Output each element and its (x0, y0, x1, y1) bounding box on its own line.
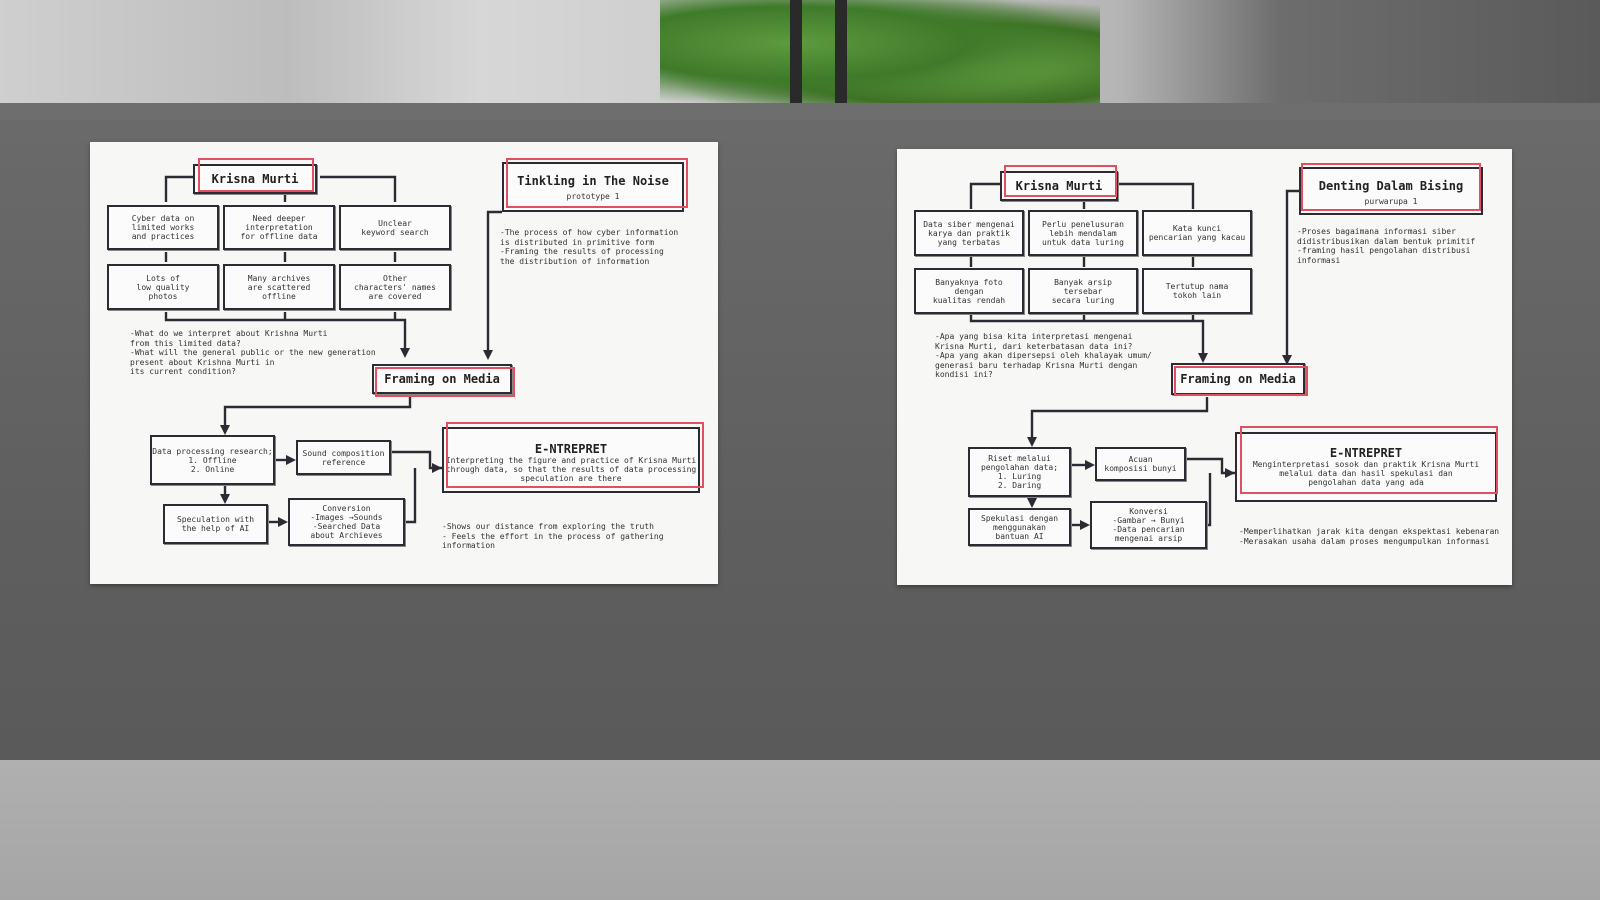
project-subtitle: purwarupa 1 (1364, 197, 1418, 206)
process-text: Speculation with the help of AI (176, 515, 255, 533)
result-title: E-NTREPRET (534, 442, 608, 456)
process-node: Data processing research; 1. Offline 2. … (150, 435, 275, 485)
problem-text: Unclear keyword search (361, 218, 429, 237)
process-node: Riset melalui pengolahan data; 1. Luring… (968, 447, 1071, 497)
problem-node: Banyaknya foto dengan kualitas rendah (914, 268, 1024, 314)
framing-label: Framing on Media (384, 371, 500, 386)
railing-post (790, 0, 802, 110)
problem-node: Cyber data on limited works and practice… (107, 205, 219, 250)
floor (0, 760, 1600, 900)
problem-text: Tertutup nama tokoh lain (1165, 282, 1229, 300)
problem-text: Data siber mengenai karya dan praktik ya… (923, 219, 1015, 247)
project-title-box: Tinkling in The Noise prototype 1 (502, 162, 684, 212)
process-text: Conversion -Images →Sounds -Searched Dat… (310, 504, 383, 540)
framing-node: Framing on Media (1171, 363, 1305, 395)
railing-post (835, 0, 847, 110)
right-poster: Krisna Murti Data siber mengenai karya d… (897, 149, 1512, 585)
process-text: Acuan komposisi bunyi (1104, 455, 1177, 473)
problem-text: Cyber data on limited works and practice… (131, 214, 195, 241)
questions-note: -What do we interpret about Krishna Murt… (130, 329, 376, 376)
root-label: Krisna Murti (211, 171, 299, 186)
problem-text: Lots of low quality photos (136, 273, 190, 301)
result-title: E-NTREPRET (1329, 446, 1403, 460)
process-node: Speculation with the help of AI (163, 504, 268, 544)
project-description: -Proses bagaimana informasi siber didist… (1297, 227, 1476, 265)
wall-cap (0, 103, 1600, 123)
root-node: Krisna Murti (1000, 171, 1118, 201)
problem-node: Lots of low quality photos (107, 264, 219, 310)
result-box: E-NTREPRET Interpreting the figure and p… (442, 427, 700, 493)
root-node: Krisna Murti (193, 164, 317, 194)
problem-text: Kata kunci pencarian yang kacau (1148, 224, 1246, 242)
framing-label: Framing on Media (1180, 371, 1296, 386)
process-text: Riset melalui pengolahan data; 1. Luring… (980, 454, 1059, 490)
problem-text: Banyak arsip tersebar secara luring (1051, 277, 1115, 305)
problem-text: Many archives are scattered offline (247, 273, 311, 301)
process-node: Conversion -Images →Sounds -Searched Dat… (288, 498, 405, 546)
problem-node: Data siber mengenai karya dan praktik ya… (914, 210, 1024, 256)
root-label: Krisna Murti (1015, 178, 1103, 193)
process-node: Konversi -Gambar → Bunyi -Data pencarian… (1090, 501, 1207, 549)
process-node: Acuan komposisi bunyi (1095, 447, 1186, 481)
questions-note: -Apa yang bisa kita interpretasi mengena… (935, 332, 1152, 379)
problem-node: Banyak arsip tersebar secara luring (1028, 268, 1138, 314)
problem-node: Tertutup nama tokoh lain (1142, 268, 1252, 314)
result-text: Menginterpretasi sosok dan praktik Krisn… (1252, 460, 1480, 487)
framing-node: Framing on Media (372, 364, 512, 394)
project-subtitle: prototype 1 (566, 192, 620, 201)
project-title: Denting Dalam Bising (1318, 179, 1464, 193)
left-poster: Krisna Murti Cyber data on limited works… (90, 142, 718, 584)
project-title: Tinkling in The Noise (517, 174, 669, 188)
process-text: Sound composition reference (302, 448, 385, 467)
process-text: Data processing research; 1. Offline 2. … (152, 446, 273, 474)
process-node: Spekulasi dengan menggunakan bantuan AI (968, 508, 1071, 546)
process-node: Sound composition reference (296, 440, 391, 475)
project-title-box: Denting Dalam Bising purwarupa 1 (1299, 167, 1483, 215)
problem-node: Perlu penelusuran lebih mendalam untuk d… (1028, 210, 1138, 256)
problem-node: Other characters' names are covered (339, 264, 451, 310)
process-text: Spekulasi dengan menggunakan bantuan AI (980, 513, 1059, 541)
problem-node: Need deeper interpretation for offline d… (223, 205, 335, 250)
problem-node: Unclear keyword search (339, 205, 451, 250)
project-description: -The process of how cyber information is… (500, 228, 679, 266)
problem-text: Other characters' names are covered (354, 273, 436, 301)
problem-node: Many archives are scattered offline (223, 264, 335, 310)
process-text: Konversi -Gambar → Bunyi -Data pencarian… (1112, 507, 1185, 543)
problem-text: Need deeper interpretation for offline d… (240, 214, 318, 241)
problem-node: Kata kunci pencarian yang kacau (1142, 210, 1252, 256)
outcome-note: -Shows our distance from exploring the t… (442, 522, 664, 550)
result-box: E-NTREPRET Menginterpretasi sosok dan pr… (1235, 432, 1497, 502)
problem-text: Banyaknya foto dengan kualitas rendah (932, 277, 1006, 305)
result-text: Interpreting the figure and practice of … (445, 456, 697, 483)
plant-foliage (660, 0, 1100, 108)
outcome-note: -Memperlihatkan jarak kita dengan ekspek… (1239, 527, 1500, 546)
problem-text: Perlu penelusuran lebih mendalam untuk d… (1042, 219, 1124, 247)
